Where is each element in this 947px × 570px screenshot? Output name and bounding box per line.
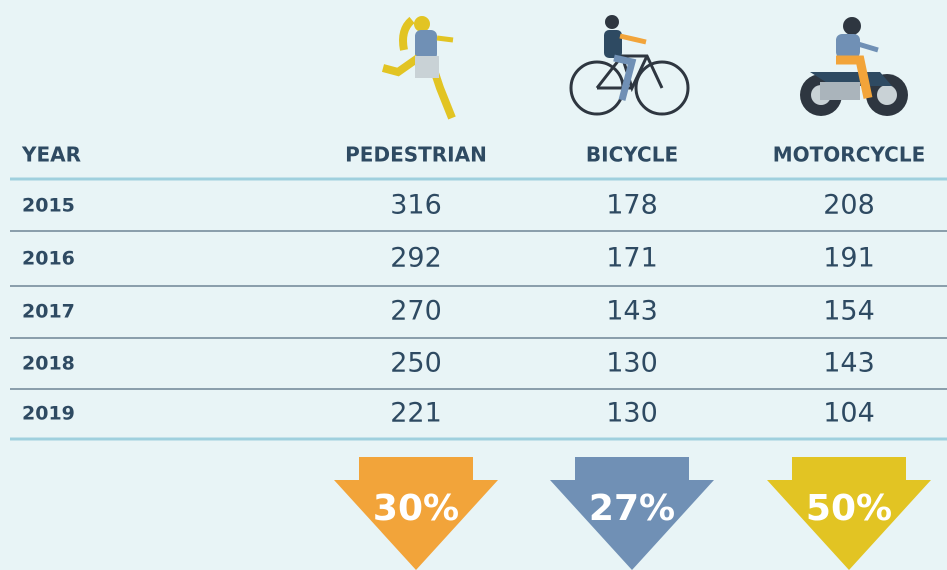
infographic: YEAR PEDESTRIAN BICYCLE MOTORCYCLE 2015 316 17… [0, 0, 947, 570]
column-header: BICYCLE [586, 143, 678, 167]
cell-value: 292 [390, 243, 442, 274]
reduction-label: 50% [806, 488, 892, 529]
cell-value: 208 [823, 190, 875, 221]
arrows: 30% 27% 50% [334, 457, 931, 570]
column-header: MOTORCYCLE [773, 143, 925, 167]
row-year: 2019 [22, 403, 75, 425]
cell-value: 178 [606, 190, 658, 221]
cell-value: 104 [823, 398, 875, 429]
cell-value: 171 [606, 243, 658, 274]
cell-value: 191 [823, 243, 875, 274]
cell-value: 130 [606, 398, 658, 429]
column-header: YEAR [21, 143, 81, 167]
cell-value: 221 [390, 398, 442, 429]
cell-value: 250 [390, 348, 442, 379]
cell-value: 270 [390, 296, 442, 327]
row-year: 2017 [22, 301, 75, 323]
cell-value: 316 [390, 190, 442, 221]
reduction-label: 30% [373, 488, 459, 529]
cell-value: 143 [606, 296, 658, 327]
reduction-label: 27% [589, 488, 675, 529]
row-year: 2018 [22, 353, 75, 375]
row-year: 2016 [22, 248, 75, 270]
row-year: 2015 [22, 195, 75, 217]
cell-value: 154 [823, 296, 875, 327]
column-header: PEDESTRIAN [345, 143, 487, 167]
cell-value: 130 [606, 348, 658, 379]
cell-value: 143 [823, 348, 875, 379]
